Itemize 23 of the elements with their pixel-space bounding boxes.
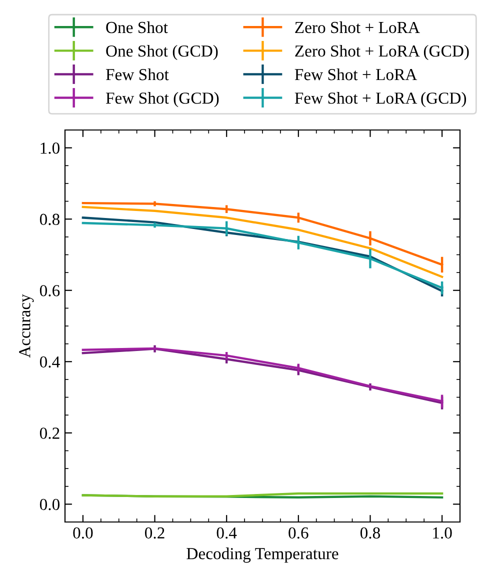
y-tick-label: 0.8 (40, 214, 60, 226)
y-tick-label: 0.0 (40, 498, 60, 510)
line-series (82, 206, 444, 278)
x-tick-label: 0.6 (288, 527, 308, 539)
legend-label: Few Shot + LoRA (294, 68, 418, 80)
x-axis-title: Decoding Temperature (186, 548, 338, 563)
y-axis-title: Accuracy (19, 294, 34, 358)
x-tick-label: 1.0 (433, 527, 452, 539)
y-tick-label: 0.6 (40, 285, 60, 296)
legend-label: Zero Shot + LoRA (295, 21, 420, 34)
x-tick-label: 0.0 (73, 527, 93, 539)
x-tick-label: 0.8 (360, 527, 380, 539)
y-tick-label: 0.4 (40, 356, 60, 368)
legend-label: Few Shot + LoRA (GCD) (294, 92, 466, 108)
legend-label: One Shot (106, 21, 168, 34)
legend-label: Few Shot (GCD) (106, 92, 219, 108)
legend-label: Few Shot (106, 68, 169, 80)
x-tick-label: 0.2 (144, 527, 164, 539)
x-tick-label: 0.4 (216, 527, 237, 539)
legend-label: One Shot (GCD) (106, 44, 218, 60)
y-tick-label: 0.2 (40, 428, 60, 439)
y-tick-label: 1.0 (40, 142, 60, 154)
legend-label: Zero Shot + LoRA (GCD) (295, 44, 469, 60)
